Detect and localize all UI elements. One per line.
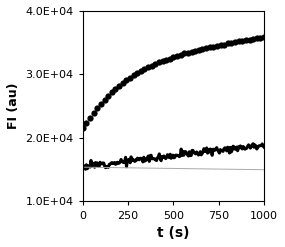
- X-axis label: t (s): t (s): [157, 226, 190, 240]
- Y-axis label: FI (au): FI (au): [7, 83, 20, 129]
